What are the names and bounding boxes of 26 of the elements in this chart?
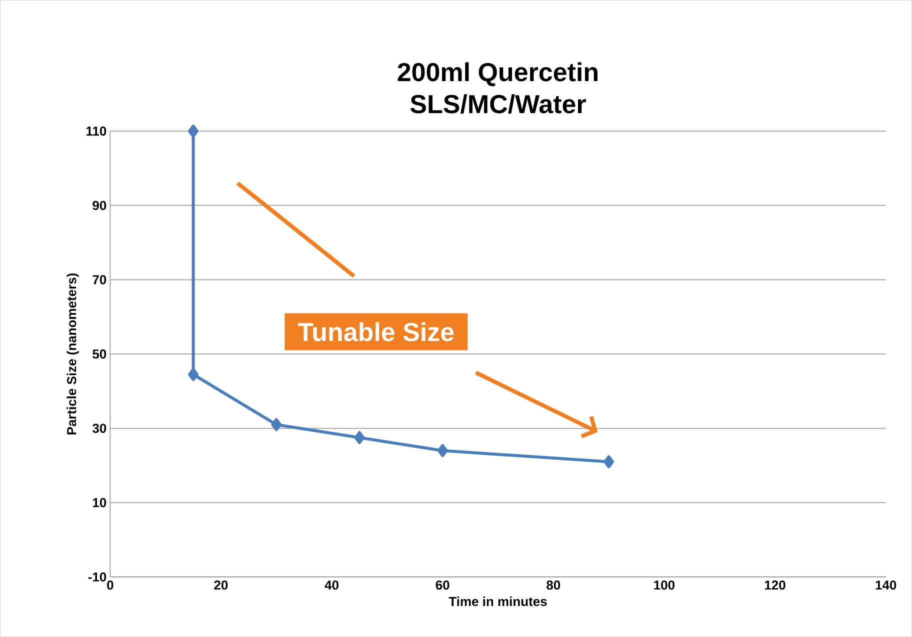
chart-subtitle: SLS/MC/Water [410,94,586,114]
point [188,124,199,138]
y-axis-title: Particle Size (nanometers) [66,273,79,434]
y-tick-label: 90 [92,200,106,210]
chart-title: 200ml Quercetin [398,62,598,86]
x-tick-label: 20 [214,580,228,590]
x-tick-label: 40 [324,580,338,590]
x-axis-title: Time in minutes [448,596,547,606]
point [271,418,282,432]
point [354,431,365,444]
x-tick-label: 120 [764,580,786,590]
x-tick-label: 60 [436,580,450,590]
x-tick-label: 0 [107,580,114,590]
point [188,368,199,381]
point [604,455,614,468]
x-tick-label: 140 [876,580,896,590]
y-tick-label: 70 [92,275,106,284]
x-tick-label: 80 [546,580,560,590]
x-tick-label: 100 [654,580,674,590]
y-tick-label: 10 [92,498,106,508]
y-tick-label: -10 [88,572,106,582]
y-tick-label: 110 [86,126,106,136]
annotation: Tunable Size [298,322,454,342]
point [437,444,448,458]
y-tick-label: 50 [92,349,106,359]
y-tick-label: 30 [92,424,106,433]
